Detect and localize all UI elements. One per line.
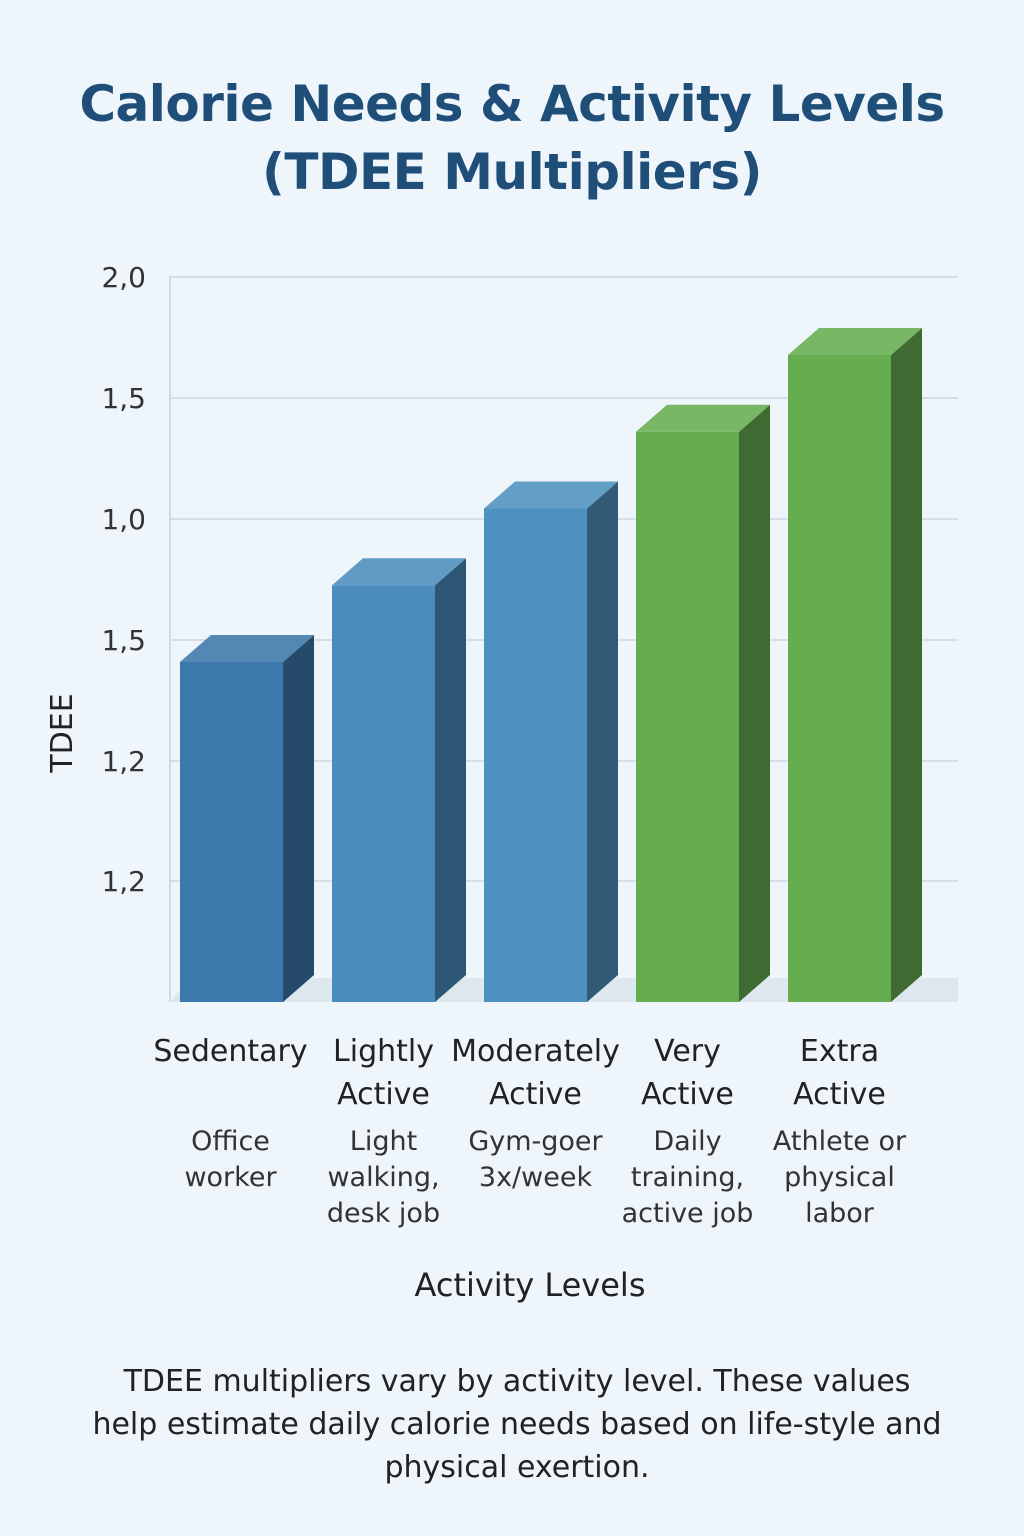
bars bbox=[180, 328, 922, 1002]
bar-front bbox=[788, 355, 891, 1002]
category-name-line2: Active bbox=[641, 1077, 734, 1112]
category-name-line2: Active bbox=[489, 1077, 582, 1112]
bar-top bbox=[180, 635, 314, 662]
bar-front bbox=[484, 508, 587, 1002]
category-name: Moderately bbox=[451, 1034, 620, 1069]
category-description-line: walking, bbox=[327, 1162, 440, 1193]
category-name: Extra bbox=[799, 1034, 880, 1069]
bar-side bbox=[739, 404, 770, 1002]
category-name: Very bbox=[654, 1034, 721, 1069]
category-name-line2: Active bbox=[337, 1077, 430, 1112]
chart-title-line2: (TDEE Multipliers) bbox=[262, 143, 762, 201]
category-name: Sedentary bbox=[153, 1034, 308, 1069]
chart-title: Calorie Needs & Activity Levels (TDEE Mu… bbox=[0, 70, 1024, 206]
bar-top bbox=[332, 558, 466, 586]
category-label: Moderately Active Gym-goer 3x/week bbox=[446, 1030, 626, 1196]
category-description: Daily training, active job bbox=[598, 1124, 778, 1232]
y-tick-label: 1,0 bbox=[101, 503, 146, 536]
bar bbox=[484, 481, 618, 1002]
category-description-line: Gym-goer bbox=[468, 1126, 603, 1157]
bar-front bbox=[332, 585, 435, 1002]
y-tick-label: 1,2 bbox=[101, 865, 146, 898]
category-description-line: Office bbox=[191, 1126, 270, 1157]
bar-side bbox=[435, 558, 466, 1002]
y-axis-label: TDEE bbox=[45, 693, 80, 773]
category-description-line: training, bbox=[630, 1162, 745, 1193]
category-name-line2: Active bbox=[793, 1077, 886, 1112]
y-axis-ticks: 2,0 1,5 1,0 1,5 1,2 1,2 bbox=[101, 261, 146, 898]
y-tick-label: 2,0 bbox=[101, 261, 146, 294]
category-description-line: desk job bbox=[326, 1198, 441, 1229]
chart-caption: TDEE multipliers vary by activity level.… bbox=[92, 1364, 942, 1485]
category-label: Very Active Daily training, active job bbox=[598, 1030, 778, 1232]
category-label: Extra Active Athlete or physical labor bbox=[750, 1030, 930, 1232]
bar-top bbox=[636, 404, 770, 432]
bar bbox=[180, 635, 314, 1002]
bar bbox=[332, 558, 466, 1002]
category-name: Lightly bbox=[333, 1034, 434, 1069]
bar-side bbox=[587, 481, 618, 1002]
y-tick-label: 1,5 bbox=[101, 624, 146, 657]
bar-front bbox=[180, 662, 283, 1002]
bar bbox=[636, 404, 770, 1002]
bar bbox=[788, 328, 922, 1002]
category-description-line: Athlete or bbox=[772, 1126, 907, 1157]
category-label: Lightly Active Light walking, desk job bbox=[294, 1030, 474, 1232]
bar-front bbox=[636, 431, 739, 1002]
category-description: Athlete or physical labor bbox=[750, 1124, 930, 1232]
bar-top bbox=[788, 328, 922, 355]
category-description-line: physical bbox=[784, 1162, 895, 1193]
category-description-line: labor bbox=[805, 1198, 874, 1229]
bar-side bbox=[283, 635, 314, 1002]
category-description-line: 3x/week bbox=[478, 1162, 593, 1193]
x-axis-label: Activity Levels bbox=[414, 1266, 646, 1304]
category-description: Light walking, desk job bbox=[294, 1124, 474, 1232]
bar-side bbox=[891, 328, 922, 1002]
category-label: Sedentary Office worker bbox=[141, 1030, 321, 1196]
y-tick-label: 1,5 bbox=[101, 382, 146, 415]
category-description-line: Daily bbox=[653, 1126, 722, 1157]
category-description-line: Light bbox=[349, 1126, 418, 1157]
bar-top bbox=[484, 481, 618, 509]
y-tick-label: 1,2 bbox=[101, 745, 146, 778]
chart-title-line1: Calorie Needs & Activity Levels bbox=[79, 75, 945, 133]
category-description: Gym-goer 3x/week bbox=[446, 1124, 626, 1196]
category-description: Office worker bbox=[141, 1124, 321, 1196]
category-description-line: active job bbox=[621, 1198, 754, 1229]
category-description-line: worker bbox=[184, 1162, 277, 1193]
